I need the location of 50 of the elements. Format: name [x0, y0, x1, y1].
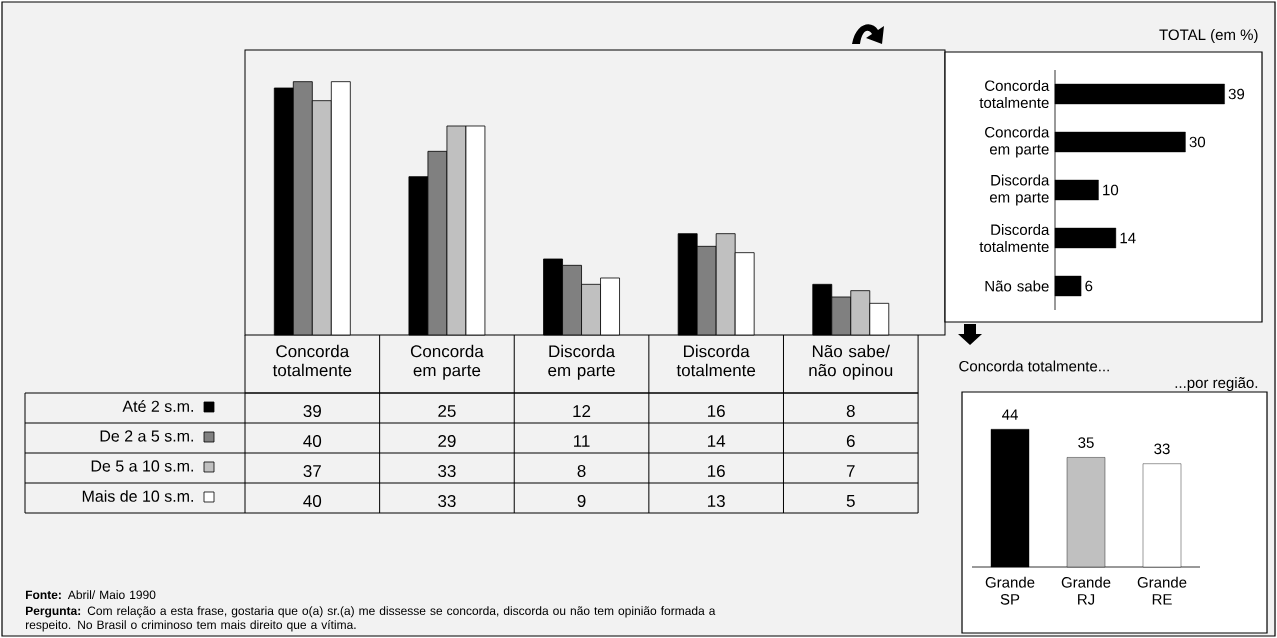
data-label: 14	[708, 435, 726, 447]
data-label: 6	[846, 434, 855, 448]
legend-label: Mais de 10 s.m.	[82, 490, 193, 502]
y-tick-label: Concorda totalmente	[979, 79, 1050, 108]
chart-title: TOTAL (em %)	[1159, 29, 1258, 43]
data-label: 33	[438, 494, 456, 508]
data-label: 29	[438, 434, 456, 448]
data-label: 40	[303, 494, 322, 508]
data-label: 5	[846, 495, 855, 507]
y-tick-label: Discorda em parte	[989, 174, 1050, 206]
data-label: 39	[303, 404, 321, 418]
y-tick-label: Não sabe	[985, 280, 1049, 292]
y-tick-label: Concorda em parte	[985, 126, 1050, 158]
x-tick-label: Discorda totalmente	[676, 344, 756, 377]
text: Pergunta: Com relação a esta frase, gostaria que o(a) sr.(a) me dissesse se concorda, discorda ou não tem opinião formada a respeito. No Brasil o criminoso tem mais direito que a vítima.	[26, 606, 716, 632]
text: Fonte: Abril/ Maio 1990	[26, 590, 156, 599]
legend-label: De 5 a 10 s.m.	[91, 460, 193, 472]
data-label: 10	[1103, 184, 1119, 196]
data-label: 39	[1228, 88, 1245, 100]
data-label: 40	[303, 434, 322, 448]
y-tick-label: Discorda totalmente	[979, 223, 1050, 252]
data-label: 25	[438, 404, 456, 418]
data-label: 8	[577, 464, 586, 478]
x-tick-label: Concorda em parte	[410, 344, 484, 380]
data-label: 14	[1120, 232, 1136, 244]
x-tick-label: Grande RJ	[1061, 576, 1111, 605]
data-label: 16	[708, 404, 725, 418]
data-label: 44	[1002, 409, 1018, 420]
legend-label: De 2 a 5 s.m.	[100, 430, 193, 442]
data-label: 37	[303, 464, 321, 478]
data-label: 33	[438, 464, 456, 478]
x-tick-label: Não sabe/ não opinou	[809, 344, 893, 380]
data-label: 7	[846, 465, 855, 477]
data-label: 30	[1189, 136, 1206, 148]
data-label: 9	[577, 494, 586, 508]
x-tick-label: Grande RE	[1137, 576, 1187, 605]
x-tick-label: Discorda em parte	[548, 344, 616, 380]
data-label: 11	[574, 435, 590, 447]
data-label: 33	[1154, 443, 1170, 455]
data-label: 12	[573, 405, 591, 417]
x-tick-label: Grande SP	[985, 576, 1035, 605]
chart-title: Concorda totalmente...	[959, 360, 1109, 372]
data-label: 8	[846, 404, 855, 418]
data-label: 35	[1078, 437, 1094, 448]
data-label: 13	[708, 494, 725, 508]
chart-subtitle: ...por região.	[1175, 377, 1258, 391]
data-label: 6	[1085, 280, 1093, 292]
x-tick-label: Concorda totalmente	[272, 344, 352, 377]
data-label: 16	[708, 464, 725, 478]
legend-label: Até 2 s.m.	[122, 400, 193, 412]
